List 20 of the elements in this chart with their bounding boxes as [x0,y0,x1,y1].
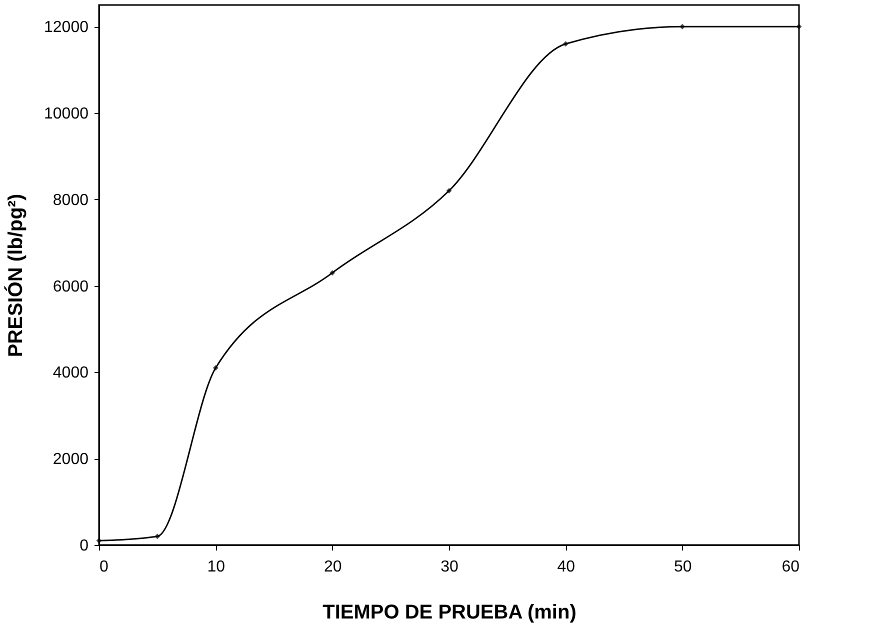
point [212,365,218,371]
x-tick-label: 60 [782,558,800,576]
point [330,270,336,276]
x-tick-label: 10 [207,558,226,576]
y-tick-label: 0 [80,538,89,554]
y-axis-title: PRESIÓN (lb/pg²) [4,194,28,358]
y-tick-label: 4000 [52,364,89,382]
point [562,41,568,47]
x-axis-title: TIEMPO DE PRUEBA (min) [322,602,576,624]
x-tick-label: 50 [674,558,692,576]
y-tick-label: 12000 [44,19,89,36]
y-tick-label: 6000 [52,278,89,296]
y-tick-label: 10000 [44,106,89,122]
y-tick-label: 8000 [52,192,89,209]
point [154,534,160,540]
x-tick-label: 20 [324,558,342,576]
y-tick-label: 2000 [52,451,89,468]
x-tick-label: 30 [440,558,458,576]
x-tick-label: 0 [100,558,108,576]
x-tick-label: 40 [557,558,576,576]
